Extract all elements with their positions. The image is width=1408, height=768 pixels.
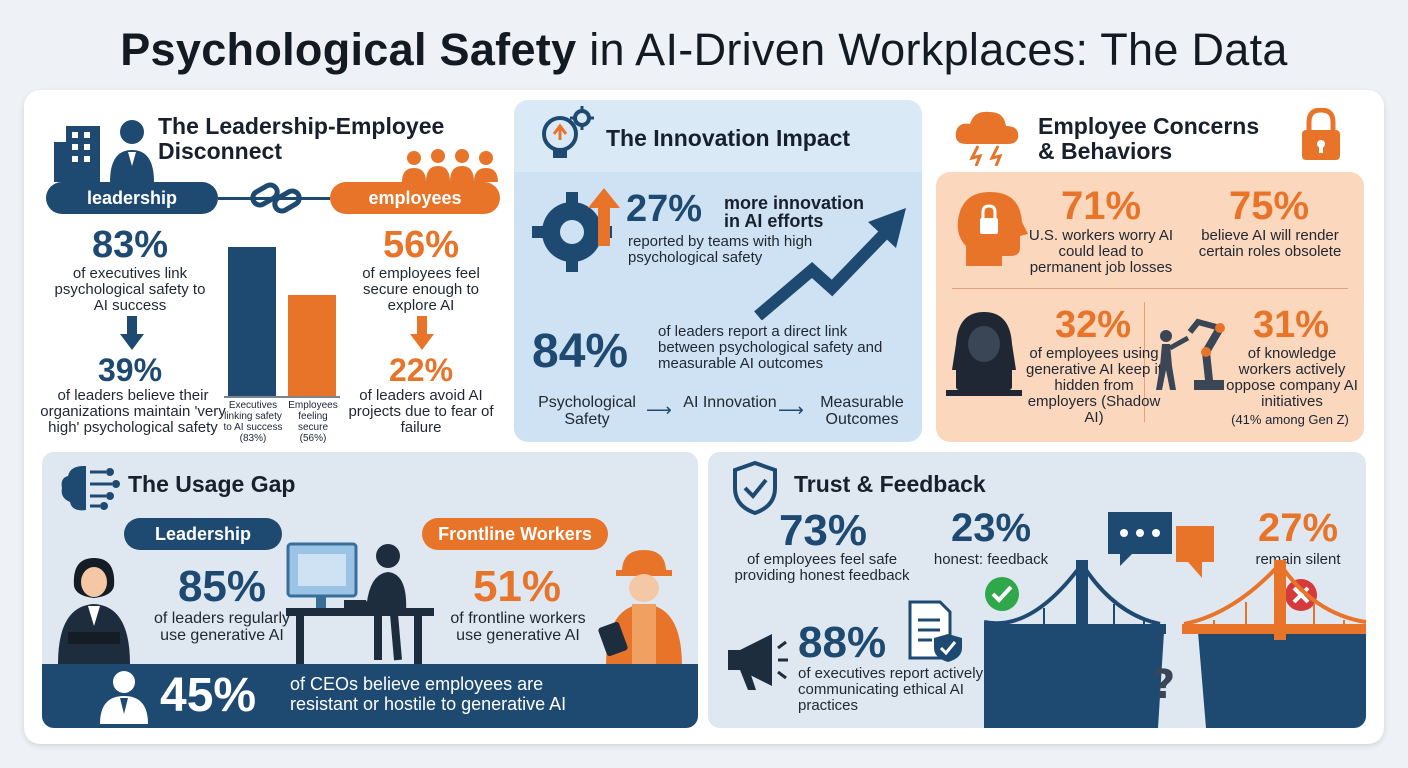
stat-27-text: reported by teams with high psychologica… [628, 233, 813, 266]
office-building-icon [54, 120, 154, 182]
stat-27-head: more innovation in AI efforts [724, 193, 865, 231]
flow-measurable-outcomes: Measurable Outcomes [820, 394, 904, 428]
chain-link-icon [250, 182, 302, 214]
stat-27-trust: 27% [1257, 506, 1339, 550]
stat-39: 39% [97, 352, 163, 388]
flow-ai-innovation: AI Innovation [683, 394, 777, 411]
usage-section: The Usage Gap Leadership Frontline Worke… [42, 452, 698, 728]
robot-arm-icon [1156, 318, 1225, 390]
stat-83: 83% [91, 224, 169, 266]
usage-title: The Usage Gap [128, 471, 296, 497]
leadership-pill: leadership [46, 182, 218, 214]
stat-83-text: of executives link psychological safety … [54, 265, 206, 314]
innovation-section: The Innovation Impact 27% more innovatio… [514, 100, 922, 442]
innovation-title: The Innovation Impact [606, 125, 851, 151]
bar-executives [228, 246, 276, 396]
stat-22: 22% [388, 352, 454, 388]
stat-56: 56% [382, 224, 460, 266]
stat-45: 45% [160, 669, 257, 722]
bar-baseline [224, 396, 340, 398]
stat-32: 32% [1054, 304, 1132, 346]
concerns-section: Employee Concerns & Behaviors 71% U.S. w… [930, 100, 1370, 444]
stat-32-text: of employees using generative AI keep it… [1026, 345, 1162, 426]
stat-73-text: of employees feel safe providing honest … [734, 551, 910, 584]
gear-bulb-icon [532, 188, 620, 272]
stat-88-text: of executives report actively communicat… [798, 665, 984, 714]
stat-88: 88% [798, 618, 887, 667]
stat-75-text: believe AI will render certain roles obs… [1198, 227, 1342, 260]
padlock-icon [1302, 108, 1340, 160]
stat-45-text: of CEOs believe employees are resistant … [290, 674, 567, 714]
brain-circuit-icon [61, 466, 120, 511]
bar-emp-label: Employees feeling secure (56%) [288, 400, 338, 444]
concerns-title: Employee Concerns & Behaviors [1038, 113, 1260, 164]
stat-73: 73% [778, 506, 868, 555]
chat-bubbles-icon [1108, 512, 1214, 578]
ceo-person-icon [100, 671, 148, 724]
hooded-hacker-icon [946, 312, 1022, 396]
lightbulb-gear-icon [542, 106, 594, 158]
stat-31-note: (41% among Gen Z) [1231, 412, 1349, 427]
businesswoman-icon [58, 558, 130, 664]
trust-title: Trust & Feedback [794, 471, 986, 497]
ceo-banner [42, 664, 698, 728]
shield-check-icon [733, 460, 777, 516]
stat-75: 75% [1228, 184, 1310, 228]
document-shield-icon [908, 600, 962, 662]
stat-84: 84% [532, 325, 629, 378]
stat-31: 31% [1252, 304, 1330, 346]
down-arrow-orange [410, 316, 434, 350]
stat-71: 71% [1060, 184, 1142, 228]
down-arrow-navy [120, 316, 144, 350]
trust-section: Trust & Feedback 73% of employees feel s… [708, 452, 1366, 728]
stat-27-innovation: 27% [626, 188, 703, 230]
stat-51: 51% [472, 562, 562, 611]
red-x-icon [1285, 579, 1317, 611]
stat-31-text: of knowledge workers actively oppose com… [1226, 345, 1358, 410]
stat-51-text: of frontline workers use generative AI [450, 610, 586, 644]
flow-psychological-safety: Psychological Safety [538, 394, 636, 428]
stat-39-text: of leaders believe their organizations m… [40, 387, 226, 436]
green-check-icon [985, 577, 1019, 611]
stat-85: 85% [177, 562, 267, 611]
stat-84-text: of leaders report a direct link between … [658, 323, 883, 372]
stat-22-text: of leaders avoid AI projects due to fear… [348, 387, 494, 436]
construction-worker-icon [598, 550, 682, 666]
concerns-divider-h [952, 288, 1348, 289]
stat-23-text: honest: feedback [933, 551, 1049, 568]
head-lock-icon [957, 192, 1028, 266]
bar-employees [288, 295, 336, 396]
concerns-divider-v [1144, 302, 1145, 422]
page-title: Psychological Safety in AI-Driven Workpl… [120, 24, 1288, 75]
flow-arrow-1: ⟶ [646, 400, 672, 420]
disconnect-title: The Leadership-Employee Disconnect [158, 113, 445, 164]
employees-pill: employees [330, 182, 500, 214]
frontline-pill: Frontline Workers [422, 518, 608, 550]
desk-worker-icon [286, 542, 434, 664]
stat-85-text: of leaders regularly use generative AI [153, 610, 291, 644]
bar-exec-label: Executives linking safety to AI success … [223, 400, 283, 444]
stat-23: 23% [950, 506, 1032, 550]
svg-text:?: ? [1152, 662, 1175, 708]
employees-group-icon [402, 149, 498, 182]
stat-56-text: of employees feel secure enough to explo… [362, 265, 480, 314]
storm-cloud-icon [955, 111, 1019, 166]
megaphone-icon [728, 634, 788, 690]
stat-71-text: U.S. workers worry AI could lead to perm… [1028, 227, 1174, 276]
leadership-usage-pill: Leadership [124, 518, 282, 550]
broken-bridge-icon: ? [984, 560, 1366, 728]
disconnect-section: The Leadership-Employee Disconnect leade… [40, 100, 510, 450]
flow-arrow-2: ⟶ [778, 400, 804, 420]
growth-arrow-icon [754, 208, 906, 320]
